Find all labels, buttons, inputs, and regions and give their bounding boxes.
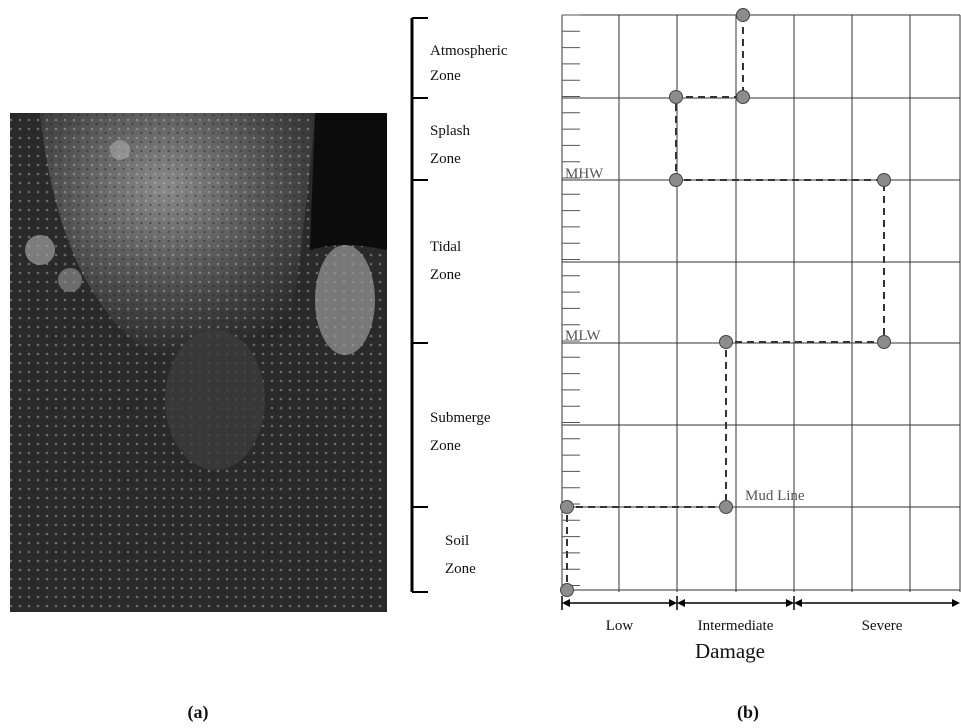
zone-label: Zone: [445, 561, 476, 577]
profile-point: [561, 501, 574, 514]
caption: (a): [188, 702, 209, 723]
diagram: Atmospheric Zone Splash Zone Tidal Zone Submer…: [412, 9, 960, 664]
zone-label: Splash: [430, 123, 471, 139]
profile-point: [561, 584, 574, 597]
photo: [10, 113, 387, 612]
level-label: Mud Line: [745, 488, 805, 504]
profile-point: [720, 501, 733, 514]
damage-category: Low: [606, 618, 634, 634]
zone-label: Zone: [430, 438, 461, 454]
zone-label: Zone: [430, 68, 461, 84]
profile-point: [737, 91, 750, 104]
zone-label: Submerge: [430, 410, 491, 426]
caption: (b): [737, 702, 759, 723]
zone-label: Soil: [445, 533, 469, 549]
zone-label: Tidal: [430, 239, 461, 255]
level-label: MLW: [565, 328, 601, 344]
profile-point: [670, 174, 683, 187]
profile-point: [878, 174, 891, 187]
zone-label: Atmospheric: [430, 43, 508, 59]
axis-title: Damage: [695, 639, 765, 663]
zone-label: Zone: [430, 151, 461, 167]
zone-label: Zone: [430, 267, 461, 283]
figure: Atmospheric Zone Splash Zone Tidal Zone Submer…: [0, 0, 961, 728]
profile-point: [720, 336, 733, 349]
damage-category: Intermediate: [698, 618, 774, 634]
profile-point: [670, 91, 683, 104]
profile-point: [878, 336, 891, 349]
damage-category: Severe: [862, 618, 903, 634]
profile-point: [737, 9, 750, 22]
level-label: MHW: [565, 166, 604, 182]
